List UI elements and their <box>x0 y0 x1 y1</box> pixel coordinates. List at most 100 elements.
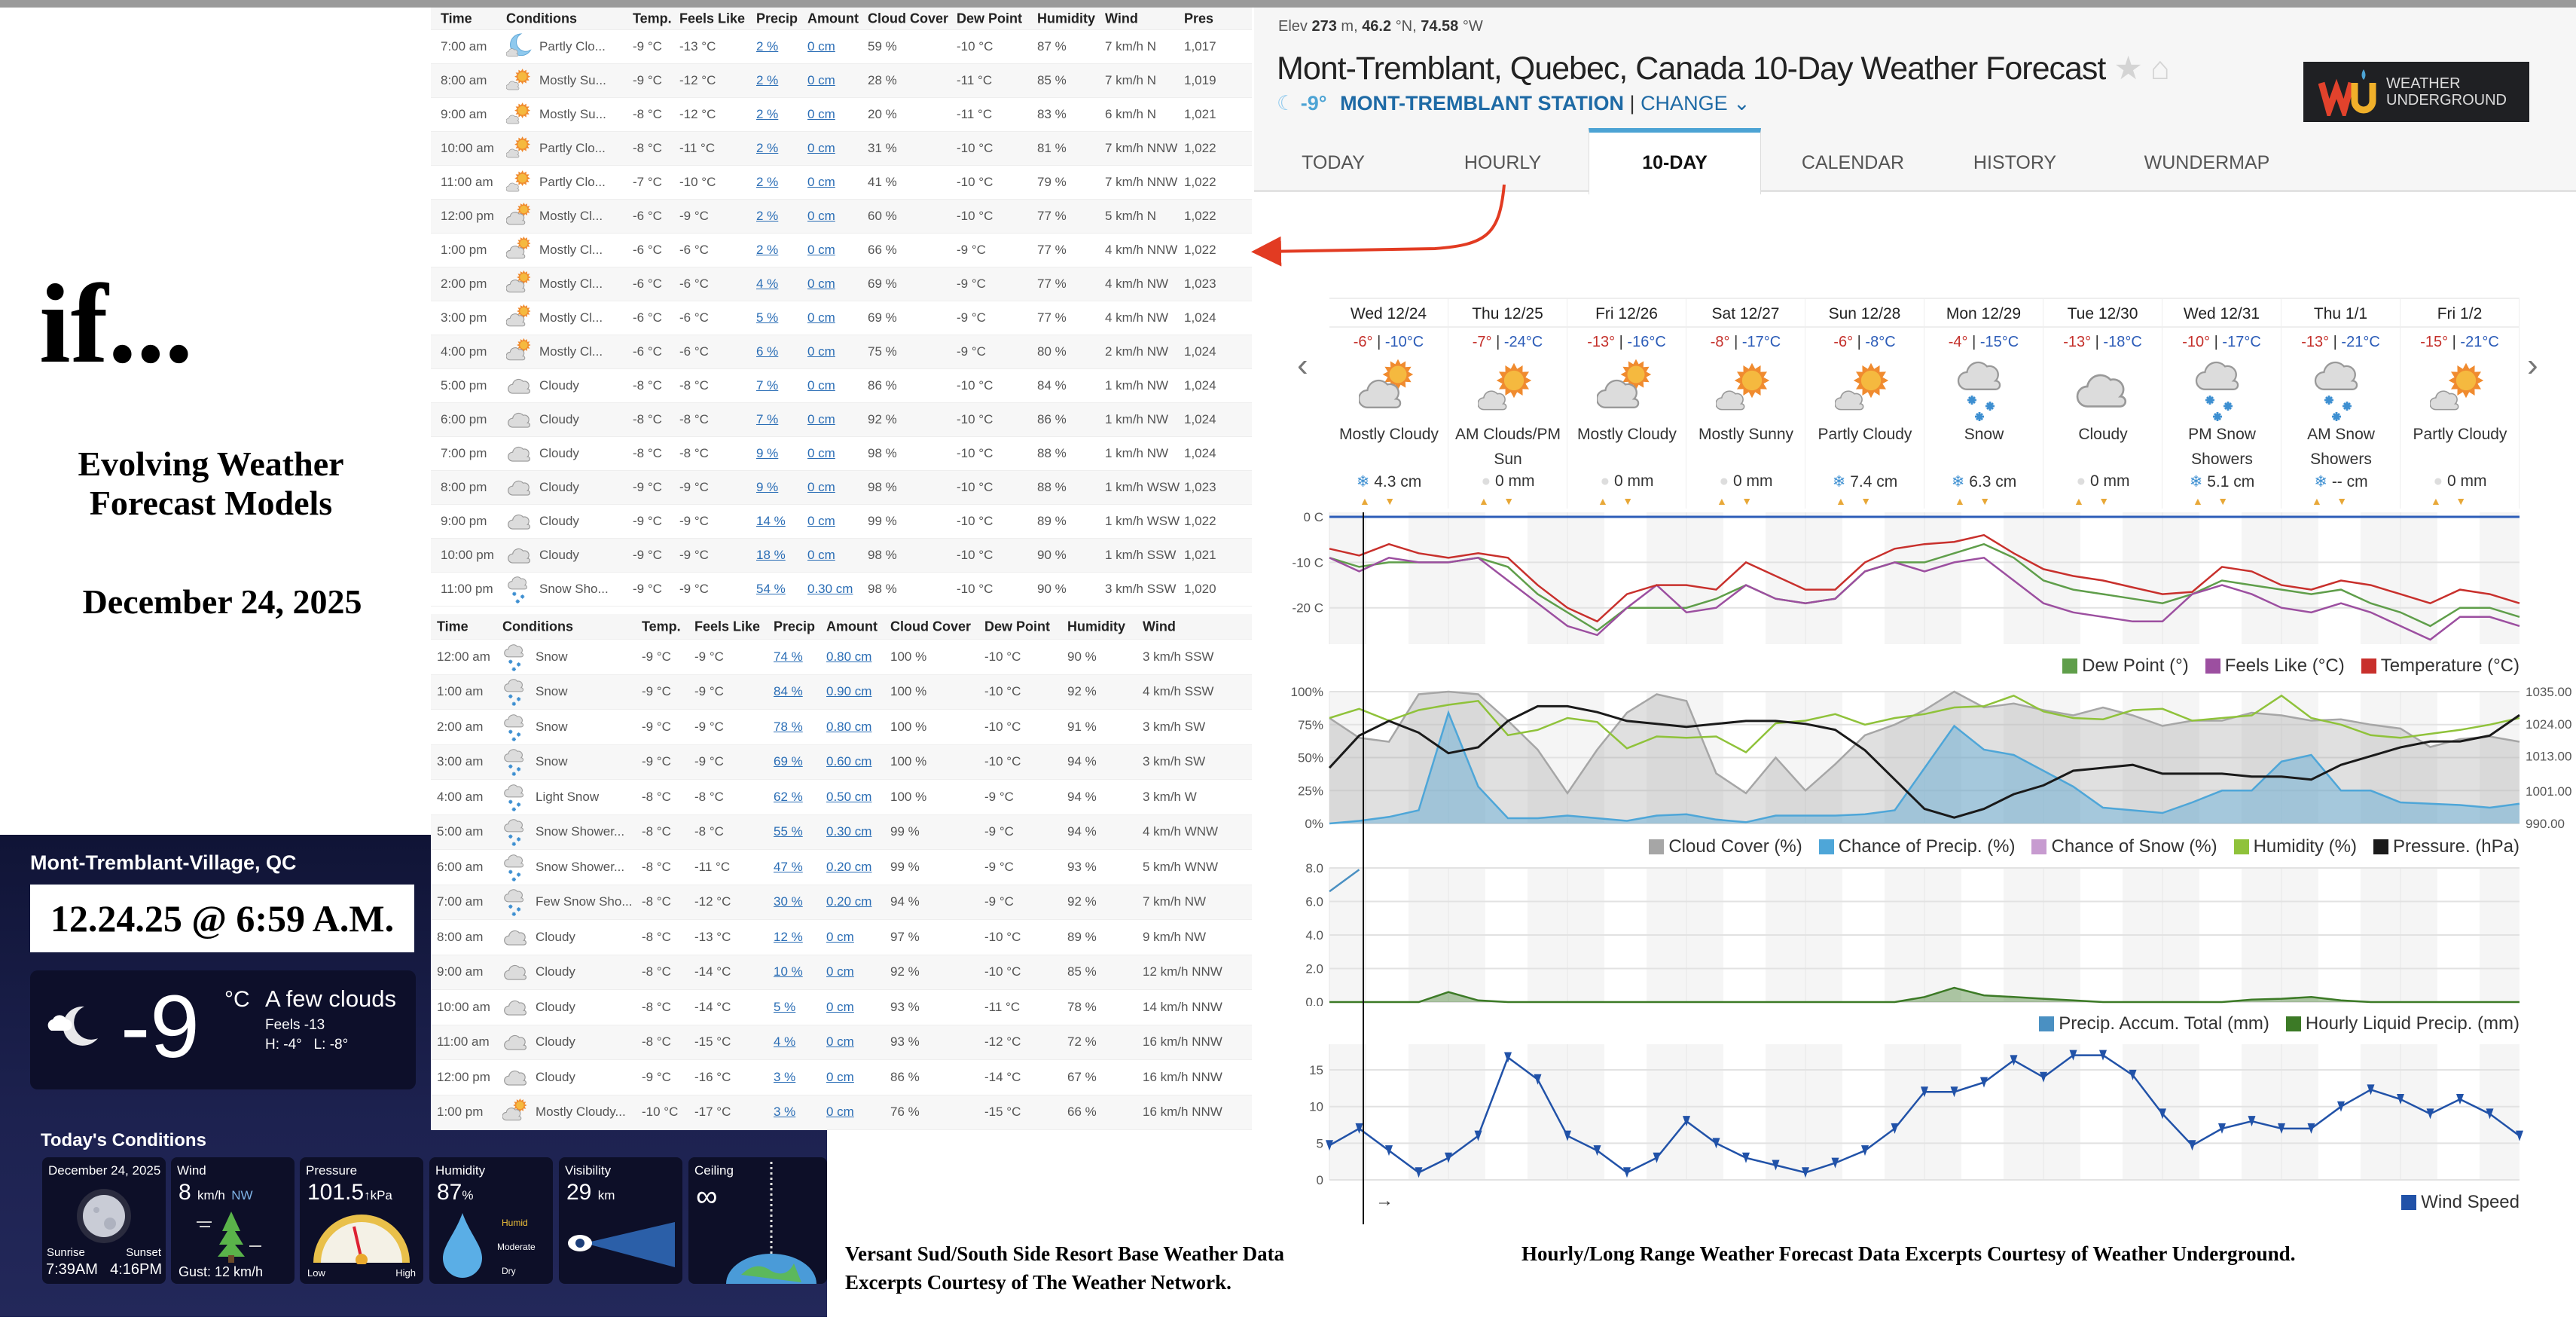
cell-precip[interactable]: 2 % <box>756 243 779 257</box>
tab-today[interactable]: TODAY <box>1302 152 1365 173</box>
cell-amount[interactable]: 0 cm <box>807 107 835 121</box>
tab-hourly[interactable]: HOURLY <box>1463 152 1542 173</box>
header-conditions[interactable]: Conditions <box>502 619 573 634</box>
legend-label[interactable]: Precip. Accum. Total (mm) <box>2059 1013 2269 1034</box>
tab-10-day[interactable]: 10-DAY <box>1589 128 1761 194</box>
cell-amount[interactable]: 0 cm <box>826 964 854 979</box>
legend-label[interactable]: Feels Like (°C) <box>2224 655 2345 676</box>
cell-amount[interactable]: 0.80 cm <box>826 649 872 664</box>
cell-amount[interactable]: 0 cm <box>826 1034 854 1050</box>
legend-label[interactable]: Cloud Cover (%) <box>1668 836 1802 857</box>
header-temp[interactable]: Temp. <box>633 11 672 26</box>
cell-precip[interactable]: 47 % <box>774 859 803 874</box>
cell-precip[interactable]: 3 % <box>774 1069 796 1084</box>
day-forecast[interactable]: Wed 12/31 -10°-17°C PM Snow Showers ❄ 5.1 c… <box>2162 298 2281 509</box>
header-precip[interactable]: Precip <box>774 619 816 634</box>
cell-precip[interactable]: 6 % <box>756 344 779 359</box>
header-humidity[interactable]: Humidity <box>1067 619 1126 634</box>
cell-precip[interactable]: 3 % <box>774 1105 796 1120</box>
cell-amount[interactable]: 0 cm <box>826 1105 854 1120</box>
header-feels-like[interactable]: Feels Like <box>679 11 746 26</box>
cell-precip[interactable]: 5 % <box>756 310 779 325</box>
header-dew-point[interactable]: Dew Point <box>957 11 1023 26</box>
header-feels-like[interactable]: Feels Like <box>694 619 761 634</box>
cell-amount[interactable]: 0.50 cm <box>826 789 872 804</box>
cell-precip[interactable]: 69 % <box>774 754 803 769</box>
day-forecast[interactable]: Wed 12/24 -6°-10°C Mostly Cloudy ❄ 4.3 cm ▲ … <box>1329 298 1448 509</box>
next-days-button[interactable]: › <box>2527 347 2538 383</box>
cell-amount[interactable]: 0 cm <box>807 277 835 291</box>
cell-amount[interactable]: 0 cm <box>807 243 835 257</box>
cell-precip[interactable]: 2 % <box>756 209 779 223</box>
cell-amount[interactable]: 0.20 cm <box>826 859 872 874</box>
header-time[interactable]: Time <box>441 11 472 26</box>
legend-label[interactable]: Chance of Snow (%) <box>2051 836 2217 857</box>
cell-precip[interactable]: 7 % <box>756 378 779 393</box>
tab-calendar[interactable]: CALENDAR <box>1801 152 1905 173</box>
previous-days-button[interactable]: ‹ <box>1297 347 1308 383</box>
cell-precip[interactable]: 4 % <box>774 1034 796 1050</box>
header-temp[interactable]: Temp. <box>642 619 681 634</box>
cell-amount[interactable]: 0 cm <box>807 209 835 223</box>
legend-label[interactable]: Humidity (%) <box>2253 836 2357 857</box>
legend-label[interactable]: Wind Speed <box>2421 1192 2520 1212</box>
change-station-link[interactable]: CHANGE <box>1641 92 1728 115</box>
cell-precip[interactable]: 2 % <box>756 141 779 155</box>
cell-precip[interactable]: 74 % <box>774 649 803 664</box>
cell-amount[interactable]: 0 cm <box>807 344 835 359</box>
cell-precip[interactable]: 18 % <box>756 548 786 562</box>
day-forecast[interactable]: Sun 12/28 -6°-8°C Partly Cloudy ❄ 7.4 cm ▲ ▼ <box>1805 298 1924 509</box>
cell-amount[interactable]: 0 cm <box>807 73 835 87</box>
cell-amount[interactable]: 0 cm <box>807 175 835 189</box>
legend-label[interactable]: Temperature (°C) <box>2380 655 2520 676</box>
header-conditions[interactable]: Conditions <box>506 11 577 26</box>
header-precip[interactable]: Precip <box>756 11 798 26</box>
day-forecast[interactable]: Mon 12/29 -4°-15°C Snow ❄ 6.3 cm ▲ ▼ <box>1924 298 2043 509</box>
cell-precip[interactable]: 54 % <box>756 582 786 596</box>
wu-logo[interactable]: WEATHER UNDERGROUND <box>2303 62 2529 122</box>
legend-label[interactable]: Hourly Liquid Precip. (mm) <box>2305 1013 2520 1034</box>
cell-precip[interactable]: 30 % <box>774 894 803 909</box>
station-name[interactable]: MONT-TREMBLANT STATION <box>1340 92 1625 115</box>
cell-amount[interactable]: 0 cm <box>807 514 835 528</box>
cell-precip[interactable]: 5 % <box>774 999 796 1014</box>
cell-amount[interactable]: 0 cm <box>807 310 835 325</box>
cell-amount[interactable]: 0.90 cm <box>826 684 872 699</box>
cell-amount[interactable]: 0 cm <box>807 480 835 494</box>
cell-amount[interactable]: 0.30 cm <box>807 582 853 596</box>
cell-precip[interactable]: 62 % <box>774 789 803 804</box>
day-forecast[interactable]: Thu 1/1 -13°-21°C AM Snow Showers ❄ -- cm ▲ … <box>2281 298 2401 509</box>
day-forecast[interactable]: Fri 12/26 -13°-16°C Mostly Cloudy ● 0 mm ▲ ▼ <box>1567 298 1686 509</box>
tab-wundermap[interactable]: WUNDERMAP <box>2144 152 2270 173</box>
cell-amount[interactable]: 0 cm <box>807 446 835 460</box>
header-wind[interactable]: Wind <box>1143 619 1176 634</box>
tab-history[interactable]: HISTORY <box>1973 152 2057 173</box>
cell-precip[interactable]: 4 % <box>756 277 779 291</box>
day-forecast[interactable]: Thu 12/25 -7°-24°C AM Clouds/PM Sun ● 0 mm ▲… <box>1448 298 1567 509</box>
cell-amount[interactable]: 0.20 cm <box>826 894 872 909</box>
cell-amount[interactable]: 0 cm <box>807 412 835 426</box>
home-icon[interactable]: ⌂ <box>2150 50 2170 87</box>
day-forecast[interactable]: Sat 12/27 -8°-17°C Mostly Sunny ● 0 mm ▲ ▼ <box>1686 298 1805 509</box>
header-wind[interactable]: Wind <box>1105 11 1138 26</box>
cell-precip[interactable]: 14 % <box>756 514 786 528</box>
cell-precip[interactable]: 84 % <box>774 684 803 699</box>
header-pressure[interactable]: Pres <box>1184 11 1214 26</box>
legend-label[interactable]: Chance of Precip. (%) <box>1838 836 2016 857</box>
favorite-star-icon[interactable]: ★ <box>2114 50 2143 87</box>
chevron-down-icon[interactable]: ⌄ <box>1733 92 1750 115</box>
cell-amount[interactable]: 0 cm <box>826 929 854 944</box>
cell-precip[interactable]: 2 % <box>756 39 779 53</box>
cell-amount[interactable]: 0.30 cm <box>826 824 872 839</box>
header-cloud-cover[interactable]: Cloud Cover <box>890 619 972 634</box>
cell-precip[interactable]: 2 % <box>756 175 779 189</box>
cell-precip[interactable]: 12 % <box>774 929 803 944</box>
legend-label[interactable]: Pressure. (hPa) <box>2392 836 2520 857</box>
cell-amount[interactable]: 0 cm <box>807 378 835 393</box>
cell-precip[interactable]: 2 % <box>756 73 779 87</box>
header-dew-point[interactable]: Dew Point <box>984 619 1051 634</box>
cell-amount[interactable]: 0.80 cm <box>826 719 872 734</box>
header-amount[interactable]: Amount <box>807 11 859 26</box>
cell-precip[interactable]: 2 % <box>756 107 779 121</box>
day-forecast[interactable]: Tue 12/30 -13°-18°C Cloudy ● 0 mm ▲ ▼ <box>2043 298 2162 509</box>
